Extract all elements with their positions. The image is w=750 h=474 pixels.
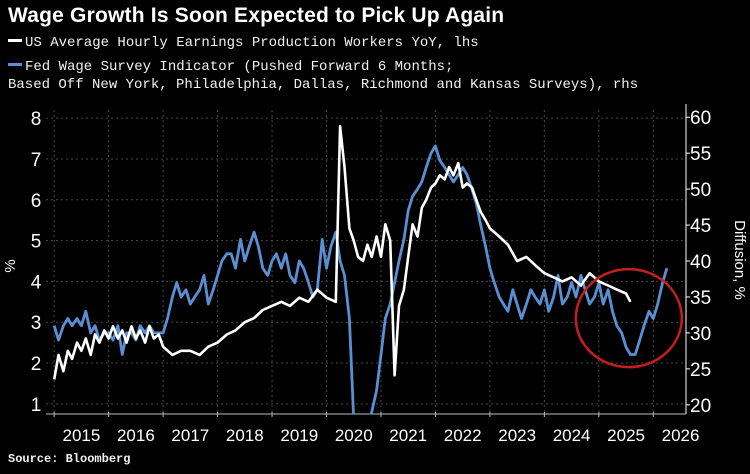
y-right-axis-label: Diffusion, % xyxy=(731,220,748,300)
x-tick-label: 2021 xyxy=(389,426,427,445)
x-tick-label: 2026 xyxy=(662,426,700,445)
legend-swatch-blue xyxy=(8,62,22,66)
y-left-tick-label: 3 xyxy=(31,313,42,334)
y-right-tick-label: 35 xyxy=(690,288,711,309)
y-left-tick-label: 5 xyxy=(31,232,42,253)
x-tick-label: 2019 xyxy=(280,426,318,445)
legend-label-survey-line2: Based Off New York, Philadelphia, Dallas… xyxy=(8,77,639,93)
y-right-tick-label: 45 xyxy=(690,216,711,237)
y-right-tick-label: 55 xyxy=(690,144,711,165)
y-right-tick-label: 50 xyxy=(690,180,711,201)
x-tick-label: 2015 xyxy=(62,426,100,445)
legend-label-survey-line1: Fed Wage Survey Indicator (Pushed Forwar… xyxy=(25,59,454,75)
series-line-survey xyxy=(52,144,669,414)
legend-swatch-white xyxy=(8,38,22,42)
x-tick-label: 2017 xyxy=(171,426,209,445)
highlight-circle xyxy=(574,267,684,369)
y-right-tick-label: 60 xyxy=(690,108,711,129)
source-note: Source: Bloomberg xyxy=(8,452,131,466)
y-left-tick-label: 8 xyxy=(31,109,42,130)
legend-item-survey: Fed Wage Survey Indicator (Pushed Forwar… xyxy=(8,58,638,94)
y-left-tick-label: 6 xyxy=(31,191,42,212)
x-tick-label: 2020 xyxy=(335,426,373,445)
annotations xyxy=(574,267,684,369)
y-left-tick-label: 2 xyxy=(31,354,42,375)
x-tick-label: 2024 xyxy=(553,426,591,445)
y-right-tick-label: 30 xyxy=(690,324,711,345)
y-right-tick-label: 20 xyxy=(690,396,711,417)
series-line-earnings xyxy=(52,125,632,380)
y-right-tick-label: 25 xyxy=(690,360,711,381)
x-tick-label: 2018 xyxy=(226,426,264,445)
grid-lines xyxy=(46,110,686,412)
y-right-tick-label: 40 xyxy=(690,252,711,273)
x-tick-label: 2025 xyxy=(607,426,645,445)
y-left-axis-label: % xyxy=(2,259,19,272)
legend-label-earnings: US Average Hourly Earnings Production Wo… xyxy=(25,35,479,51)
series-lines xyxy=(52,125,669,414)
x-tick-label: 2016 xyxy=(117,426,155,445)
chart-title: Wage Growth Is Soon Expected to Pick Up … xyxy=(8,4,505,27)
x-tick-label: 2022 xyxy=(444,426,482,445)
y-left-tick-label: 7 xyxy=(31,150,42,171)
legend-item-earnings: US Average Hourly Earnings Production Wo… xyxy=(8,34,479,52)
y-left-tick-label: 4 xyxy=(31,272,42,293)
y-left-tick-label: 1 xyxy=(31,395,42,416)
x-tick-label: 2023 xyxy=(498,426,536,445)
